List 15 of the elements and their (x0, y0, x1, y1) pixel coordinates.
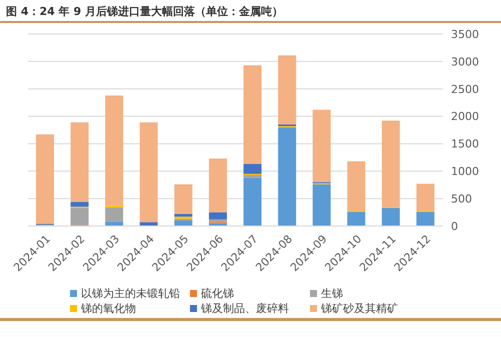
y-tick-label: 3500 (451, 28, 479, 41)
y-tick-label: 1000 (451, 165, 479, 178)
y-tick-label: 2000 (451, 110, 479, 124)
legend-label: 硫化锑 (201, 287, 234, 300)
y-tick-label: 0 (451, 220, 458, 233)
legend-label: 锑的氧化物 (81, 302, 136, 315)
legend-label: 锑矿砂及其精矿 (321, 302, 398, 315)
y-tick-label: 2500 (451, 82, 479, 96)
legend-label: 生锑 (321, 287, 343, 300)
y-tick-label: 1500 (451, 138, 479, 151)
chart-title: 图 4：24 年 9 月后锑进口量大幅回落（单位：金属吨） (6, 4, 283, 19)
legend-label: 锑及制品、废碎料 (201, 302, 289, 315)
legend-label: 以锑为主的未锻轧铅 (81, 287, 180, 300)
y-tick-label: 500 (451, 192, 472, 206)
y-tick-label: 3000 (451, 55, 479, 68)
